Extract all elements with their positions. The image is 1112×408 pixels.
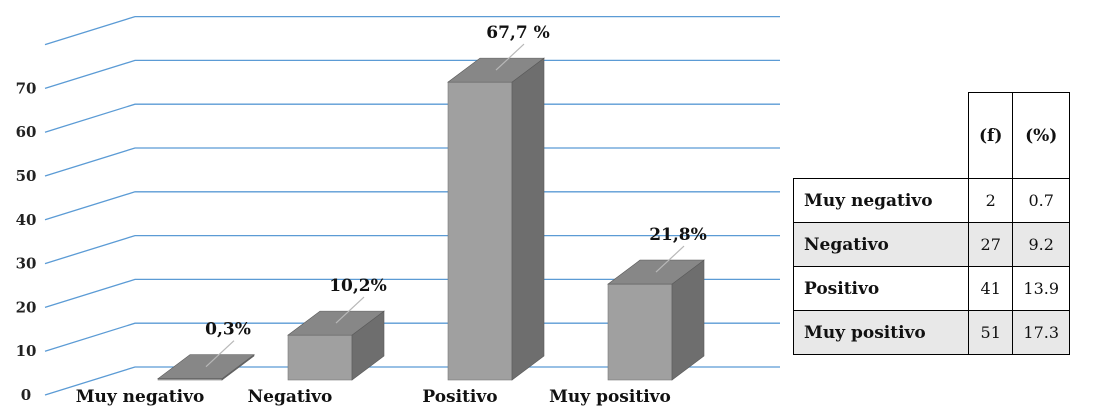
bar-front — [607, 283, 673, 381]
table-header-blank — [793, 92, 969, 179]
y-tick-label: 30 — [16, 255, 37, 273]
gridline — [44, 15, 780, 46]
data-label-leader — [335, 296, 365, 324]
data-label-leader — [205, 340, 235, 368]
table-row-label: Positivo — [793, 266, 969, 311]
bar-chart: 0 10 20 30 40 50 60 70 0,3% 10,2% 67,7 % 21,8% Muy n… — [16, 15, 780, 407]
y-tick-label: 50 — [16, 167, 37, 185]
gridline — [44, 234, 780, 265]
table-row-pct: 0.7 — [1012, 178, 1071, 223]
table-row-pct: 13.9 — [1012, 266, 1071, 311]
table-header-row: (f) (%) — [793, 92, 1071, 179]
table-row-pct: 9.2 — [1012, 222, 1071, 267]
table-row-f: 27 — [967, 222, 1014, 267]
y-tick-label: 10 — [16, 342, 37, 360]
frequency-table: (f) (%) Muy negativo 2 0.7 Negativo 27 9… — [793, 92, 1071, 355]
y-tick-label: 40 — [16, 211, 37, 229]
x-category-label: Muy negativo — [76, 387, 205, 407]
table-header-pct: (%) — [1012, 92, 1071, 179]
data-label: 21,8% — [649, 225, 707, 245]
y-tick-label: 70 — [16, 79, 37, 97]
data-label-leader — [655, 245, 685, 273]
bar-side — [511, 57, 545, 381]
data-label: 10,2% — [329, 276, 387, 296]
table-row-f: 2 — [967, 178, 1014, 223]
y-tick-label: 60 — [16, 123, 37, 141]
gridline — [44, 322, 780, 352]
table-row-label: Muy negativo — [793, 178, 969, 223]
bar-front — [447, 81, 513, 381]
data-label: 0,3% — [205, 320, 251, 340]
table-row: Positivo 41 13.9 — [793, 266, 1071, 311]
x-category-label: Muy positivo — [549, 387, 671, 407]
table-row-label: Muy positivo — [793, 310, 969, 355]
gridline — [44, 59, 780, 90]
table-header-f: (f) — [967, 92, 1014, 179]
bar-front — [287, 334, 353, 381]
table-row: Negativo 27 9.2 — [793, 222, 1071, 267]
gridline — [44, 103, 780, 133]
gridline — [44, 191, 780, 221]
gridline — [44, 366, 780, 396]
table-row-pct: 17.3 — [1012, 310, 1071, 355]
table-row: Muy negativo 2 0.7 — [793, 178, 1071, 223]
y-tick-label: 20 — [16, 298, 37, 316]
table-row-f: 51 — [967, 310, 1014, 355]
gridline — [44, 278, 780, 309]
data-label-leader — [495, 43, 525, 71]
table-row-label: Negativo — [793, 222, 969, 267]
x-category-label: Negativo — [248, 387, 333, 407]
gridline — [44, 147, 780, 177]
table-row-f: 41 — [967, 266, 1014, 311]
data-label: 67,7 % — [486, 23, 549, 43]
table-row: Muy positivo 51 17.3 — [793, 310, 1071, 355]
x-category-label: Positivo — [422, 387, 497, 407]
y-tick-label: 0 — [21, 386, 31, 404]
